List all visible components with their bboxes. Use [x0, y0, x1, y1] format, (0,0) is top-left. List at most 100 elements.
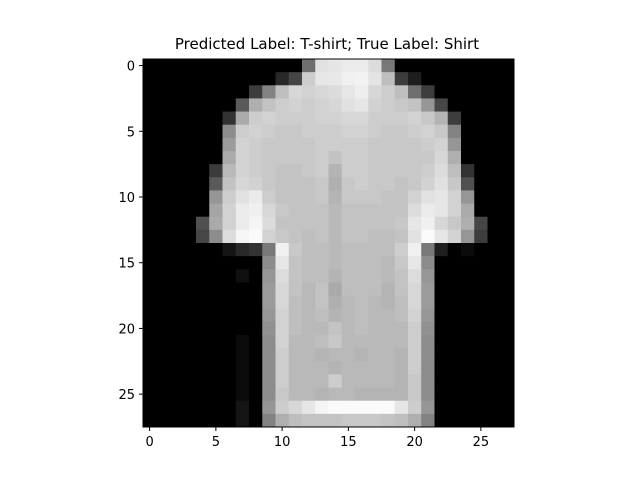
- pixel-cell: [447, 177, 462, 191]
- pixel-cell: [302, 151, 316, 165]
- pixel-cell: [341, 321, 356, 336]
- pixel-cell: [143, 72, 157, 86]
- pixel-cell: [275, 256, 290, 270]
- pixel-cell: [315, 243, 329, 257]
- pixel-cell: [196, 295, 210, 310]
- pixel-cell: [328, 72, 343, 86]
- pixel-cell: [275, 177, 290, 191]
- pixel-cell: [461, 177, 475, 191]
- pixel-cell: [209, 85, 223, 99]
- pixel-cell: [447, 295, 462, 310]
- pixel-cell: [196, 59, 210, 73]
- pixel-cell: [169, 282, 184, 296]
- pixel-cell: [500, 321, 515, 336]
- pixel-cell: [235, 400, 250, 415]
- pixel-cell: [487, 243, 502, 257]
- pixel-cell: [249, 400, 263, 415]
- pixel-cell: [328, 98, 343, 112]
- pixel-cell: [474, 229, 488, 244]
- pixel-cell: [408, 177, 422, 191]
- pixel-cell: [381, 400, 396, 415]
- pixel-cell: [355, 229, 369, 244]
- pixel-cell: [196, 151, 210, 165]
- pixel-cell: [500, 361, 515, 375]
- pixel-cell: [500, 72, 515, 86]
- pixel-cell: [169, 177, 184, 191]
- pixel-cell: [222, 59, 237, 73]
- pixel-cell: [275, 164, 290, 178]
- pixel-cell: [235, 374, 250, 388]
- pixel-cell: [355, 413, 369, 428]
- pixel-cell: [328, 203, 343, 218]
- pixel-cell: [209, 124, 223, 139]
- pixel-cell: [222, 295, 237, 310]
- pixel-cell: [421, 308, 435, 323]
- pixel-cell: [421, 216, 435, 231]
- pixel-cell: [275, 321, 290, 336]
- pixel-cell: [474, 413, 488, 428]
- pixel-cell: [487, 361, 502, 375]
- pixel-cell: [434, 124, 449, 139]
- pixel-cell: [474, 387, 488, 402]
- pixel-cell: [196, 400, 210, 415]
- pixel-cell: [249, 243, 263, 257]
- pixel-cell: [302, 295, 316, 310]
- pixel-cell: [381, 111, 396, 126]
- pixel-cell: [434, 308, 449, 323]
- pixel-cell: [487, 85, 502, 99]
- pixel-cell: [143, 190, 157, 204]
- pixel-cell: [143, 413, 157, 428]
- pixel-cell: [434, 413, 449, 428]
- pixel-cell: [196, 216, 210, 231]
- pixel-cell: [302, 85, 316, 99]
- pixel-cell: [275, 413, 290, 428]
- pixel-cell: [421, 229, 435, 244]
- pixel-cell: [341, 400, 356, 415]
- pixel-cell: [169, 400, 184, 415]
- y-tick-label: 5: [127, 125, 135, 140]
- pixel-cell: [275, 216, 290, 231]
- pixel-cell: [368, 295, 382, 310]
- pixel-cell: [328, 111, 343, 126]
- pixel-cell: [355, 308, 369, 323]
- pixel-cell: [474, 59, 488, 73]
- pixel-cell: [368, 308, 382, 323]
- pixel-cell: [275, 374, 290, 388]
- pixel-cell: [434, 374, 449, 388]
- pixel-cell: [421, 111, 435, 126]
- pixel-cell: [143, 137, 157, 152]
- pixel-cell: [182, 177, 197, 191]
- pixel-cell: [315, 256, 329, 270]
- pixel-cell: [196, 164, 210, 178]
- pixel-cell: [474, 177, 488, 191]
- pixel-cell: [394, 243, 409, 257]
- pixel-cell: [368, 59, 382, 73]
- pixel-cell: [156, 151, 170, 165]
- pixel-cell: [235, 85, 250, 99]
- pixel-cell: [500, 335, 515, 349]
- pixel-cell: [209, 59, 223, 73]
- pixel-cell: [461, 374, 475, 388]
- pixel-cell: [275, 335, 290, 349]
- pixel-cell: [315, 85, 329, 99]
- pixel-cell: [169, 361, 184, 375]
- pixel-cell: [262, 85, 276, 99]
- pixel-cell: [328, 269, 343, 283]
- pixel-cell: [275, 151, 290, 165]
- pixel-cell: [249, 59, 263, 73]
- pixel-cell: [328, 124, 343, 139]
- pixel-cell: [394, 321, 409, 336]
- pixel-cell: [288, 413, 303, 428]
- pixel-cell: [143, 256, 157, 270]
- pixel-cell: [262, 361, 276, 375]
- pixel-cell: [368, 269, 382, 283]
- pixel-cell: [209, 256, 223, 270]
- pixel-cell: [143, 98, 157, 112]
- pixel-cell: [394, 308, 409, 323]
- pixel-cell: [341, 151, 356, 165]
- x-tick-label: 15: [340, 435, 357, 450]
- pixel-cell: [235, 361, 250, 375]
- pixel-cell: [487, 400, 502, 415]
- pixel-cell: [474, 72, 488, 86]
- pixel-cell: [222, 137, 237, 152]
